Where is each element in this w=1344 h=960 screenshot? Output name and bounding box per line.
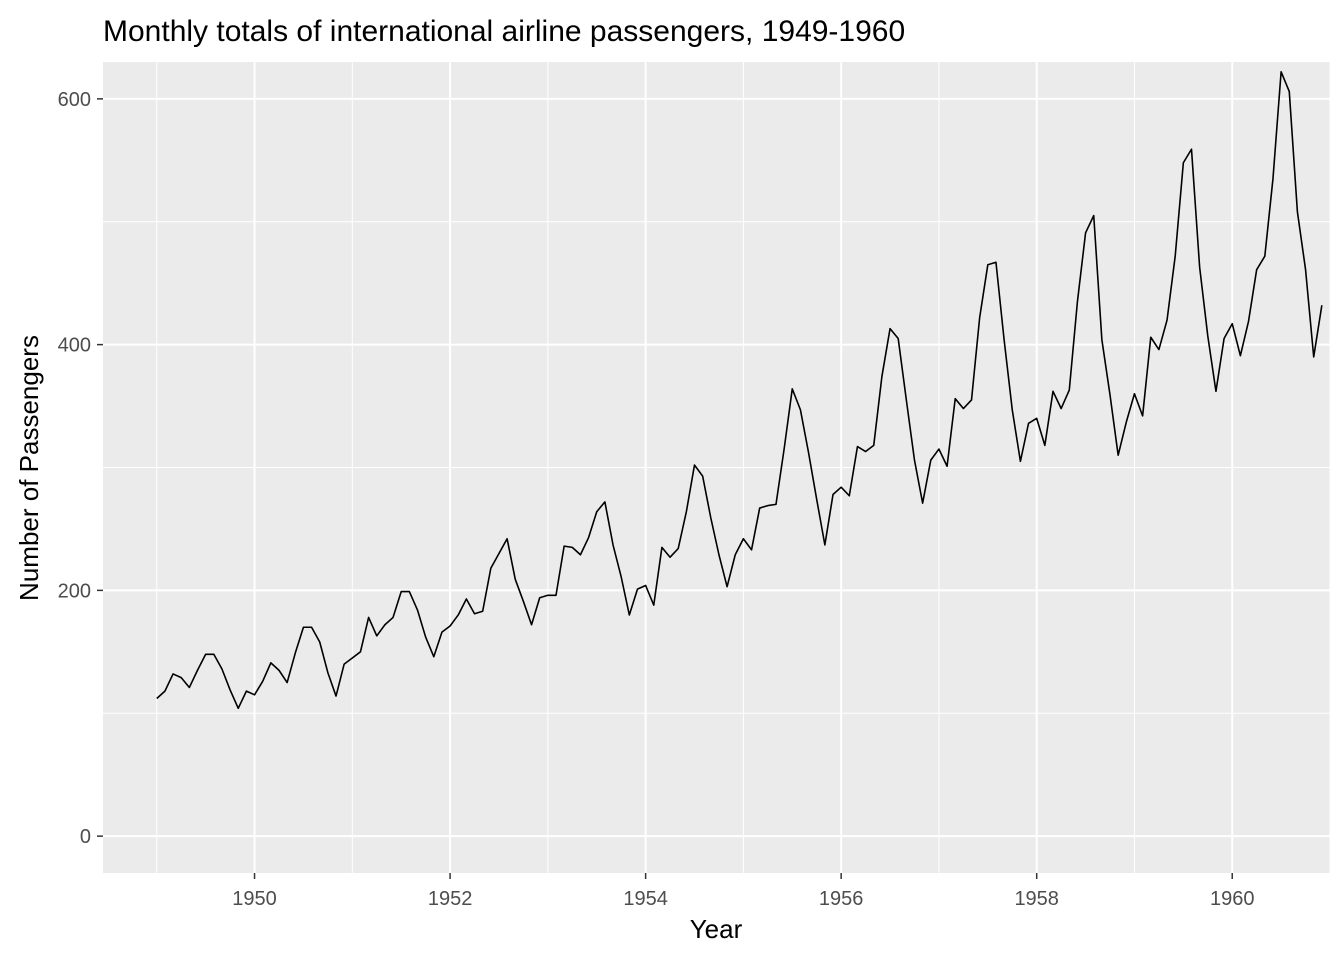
y-tick-label: 600: [58, 89, 91, 111]
x-tick-label: 1954: [623, 888, 668, 910]
series-line: [156, 71, 1323, 710]
x-tick-label: 1956: [819, 888, 864, 910]
y-tick-label: 0: [80, 826, 91, 848]
x-tick-label: 1960: [1210, 888, 1255, 910]
axis-ticks: [97, 98, 1233, 879]
x-axis-title: Year: [690, 914, 743, 944]
y-axis-title: Number of Passengers: [14, 335, 44, 601]
major-gridlines: [103, 62, 1330, 873]
x-tick-label: 1958: [1014, 888, 1059, 910]
series-layer: [156, 71, 1323, 710]
chart-title: Monthly totals of international airline …: [103, 15, 905, 48]
y-tick-label: 400: [58, 335, 91, 357]
x-tick-labels: 1950 1952 1954 1956 1958 1960: [232, 888, 1254, 910]
minor-gridlines: [103, 62, 1331, 873]
y-tick-labels: 0 200 400 600: [58, 89, 91, 848]
y-tick-label: 200: [58, 580, 91, 602]
x-tick-label: 1950: [232, 888, 277, 910]
x-tick-label: 1952: [428, 888, 473, 910]
